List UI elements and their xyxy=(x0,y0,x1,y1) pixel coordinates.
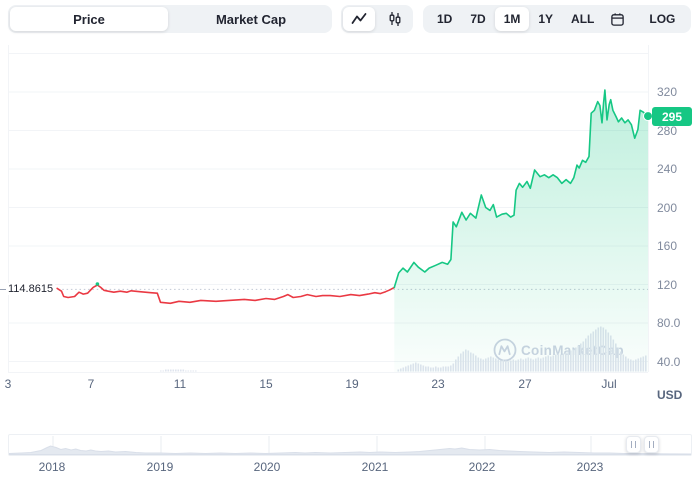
range-button-1m[interactable]: 1M xyxy=(494,7,530,31)
y-tick-label: 320 xyxy=(657,85,678,99)
x-tick-label: Jul xyxy=(601,377,617,391)
candlestick-icon xyxy=(387,11,403,27)
tab-price[interactable]: Price xyxy=(10,7,168,31)
y-tick-label: 80.0 xyxy=(657,316,681,330)
range-button-1y[interactable]: 1Y xyxy=(538,12,554,26)
event-marker-dot xyxy=(95,282,100,286)
y-tick-label: 40.0 xyxy=(657,355,681,369)
y-tick-label: 120 xyxy=(657,278,678,292)
timeline-minimap xyxy=(8,436,692,455)
scrubber-right-handle-icon[interactable] xyxy=(644,436,659,453)
x-tick-label: 27 xyxy=(518,377,532,391)
y-tick-label: 160 xyxy=(657,239,678,253)
price-line-up xyxy=(393,89,649,289)
year-label: 2020 xyxy=(253,460,281,474)
reference-price-tick xyxy=(0,289,6,290)
range-button-7d[interactable]: 7D xyxy=(470,12,486,26)
candlestick-button[interactable] xyxy=(379,7,411,31)
x-tick-label: 3 xyxy=(4,377,12,391)
calendar-icon xyxy=(610,12,625,27)
year-label: 2018 xyxy=(38,460,66,474)
x-tick-label: 23 xyxy=(431,377,445,391)
calendar-button[interactable] xyxy=(603,7,632,31)
current-price-badge: 295 xyxy=(652,107,692,126)
line-chart-button[interactable] xyxy=(343,7,375,31)
chart-type-toggle xyxy=(341,5,413,33)
log-scale-button[interactable]: LOG xyxy=(649,12,676,26)
price-chart-canvas[interactable]: CoinMarketCap xyxy=(0,0,700,410)
y-tick-label: 280 xyxy=(657,124,678,138)
reference-price-label: 114.8615 xyxy=(8,283,56,295)
range-toolbar: 1D 7D 1M 1Y ALL LOG xyxy=(423,5,691,33)
tab-market-cap[interactable]: Market Cap xyxy=(215,11,287,27)
scrubber-left-handle-icon[interactable] xyxy=(626,436,641,453)
y-tick-label: 240 xyxy=(657,162,678,176)
view-toggle: Price Market Cap xyxy=(8,5,332,33)
price-line-down xyxy=(56,284,396,305)
x-tick-label: 11 xyxy=(173,377,187,391)
x-tick-label: 15 xyxy=(259,377,273,391)
range-button-1d[interactable]: 1D xyxy=(437,12,453,26)
y-tick-label: 200 xyxy=(657,201,678,215)
minimap-history-area xyxy=(8,445,692,455)
y-axis-unit: USD xyxy=(657,388,683,402)
line-chart-icon xyxy=(351,11,367,27)
x-tick-label: 7 xyxy=(87,377,95,391)
year-label: 2019 xyxy=(146,460,174,474)
x-tick-label: 19 xyxy=(345,377,359,391)
year-label: 2023 xyxy=(576,460,604,474)
year-label: 2022 xyxy=(468,460,496,474)
range-button-all[interactable]: ALL xyxy=(571,12,595,26)
timeline-scrubber[interactable] xyxy=(8,434,692,456)
year-label: 2021 xyxy=(361,460,389,474)
price-up-area xyxy=(394,90,648,372)
